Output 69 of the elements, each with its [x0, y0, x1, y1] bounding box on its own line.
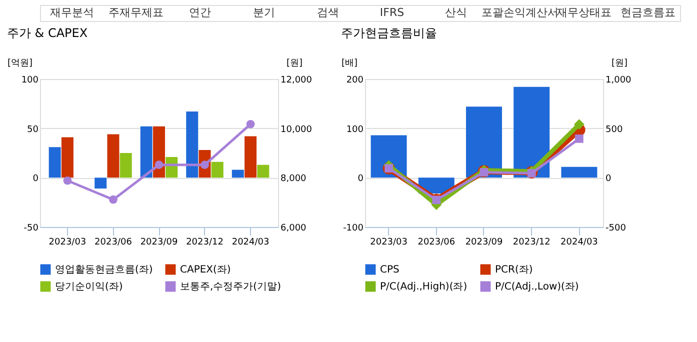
bar [94, 178, 107, 189]
bar [466, 106, 502, 178]
legend-label: PCR(좌) [495, 264, 533, 276]
y2-tick-label: 0 [606, 174, 612, 184]
legend-label: 보통주,수정주가(기말) [180, 282, 282, 292]
point [574, 119, 584, 130]
legend-label: CPS [380, 264, 400, 276]
x-tick-label: 2024/03 [560, 238, 598, 248]
y2-tick-label: 6,000 [280, 224, 307, 234]
x-tick-label: 2023/09 [140, 238, 178, 248]
x-tick-label: 2024/03 [232, 238, 270, 248]
chart-title: 주가현금흐름비율 [340, 26, 437, 40]
x-tick-label: 2023/03 [370, 238, 408, 248]
x-tick-label: 2023/12 [512, 238, 550, 248]
bar [561, 166, 598, 178]
point [575, 134, 584, 143]
x-tick-label: 2023/03 [48, 238, 86, 248]
bar [120, 153, 132, 178]
point [63, 176, 72, 185]
y2-tick-label: 1,000 [606, 76, 632, 86]
text: 연간 [189, 6, 211, 19]
legend-label: 당기순이익(좌) [55, 282, 123, 292]
y2-axis-title: [원] [612, 58, 628, 68]
legend-label: P/C(Adj.,Low)(좌) [495, 282, 579, 292]
y-tick-label: 0 [32, 174, 39, 184]
y-tick-label: -100 [343, 224, 364, 234]
y2-tick-label: 8,000 [280, 174, 307, 184]
y-axis-title: [배] [341, 58, 358, 68]
text: 재무분석 [50, 6, 94, 19]
bar [232, 170, 244, 178]
bar [140, 126, 152, 178]
y-tick-label: 200 [346, 76, 364, 86]
y2-axis-title: [원] [286, 58, 303, 68]
point [109, 195, 118, 204]
text: 검색 [317, 6, 339, 19]
legend-label: P/C(Adj.,High)(좌) [380, 282, 468, 292]
y2-tick-label: 500 [606, 124, 623, 135]
text: 포괄손익계산서 [482, 6, 558, 19]
x-tick-label: 2023/12 [186, 238, 224, 248]
text: 주재무제표 [108, 6, 164, 19]
x-tick-label: 2023/09 [465, 238, 503, 248]
text: 재무상태표 [556, 6, 612, 19]
text: 분기 [253, 6, 275, 19]
y2-tick-label: 12,000 [280, 76, 312, 86]
bar [257, 164, 270, 178]
y-tick-label: 0 [358, 174, 364, 184]
text: IFRS [380, 6, 404, 19]
point [154, 160, 164, 170]
bar [107, 134, 120, 178]
y-tick-label: 100 [346, 124, 364, 135]
y2-tick-label: 10,000 [280, 124, 312, 135]
y-tick-label: -50 [24, 224, 39, 234]
legend-label: CAPEX(좌) [180, 264, 231, 276]
legend-label: 영업활동현금흐름(좌) [55, 264, 153, 276]
bar [244, 136, 257, 178]
point [246, 120, 255, 128]
chart-title: 주가 & CAPEX [6, 26, 88, 40]
y-tick-label: 100 [21, 76, 39, 86]
text: 현금흐름표 [620, 6, 676, 19]
x-tick-label: 2023/06 [418, 238, 456, 248]
bar [186, 112, 198, 178]
y-tick-label: 50 [27, 124, 39, 135]
bar [211, 162, 224, 178]
y2-tick-label: -500 [606, 224, 626, 234]
x-tick-label: 2023/06 [94, 238, 132, 248]
bar [48, 147, 61, 178]
y-axis-title: [억원] [7, 58, 32, 68]
bar [61, 137, 74, 178]
text: 산식 [445, 6, 467, 19]
